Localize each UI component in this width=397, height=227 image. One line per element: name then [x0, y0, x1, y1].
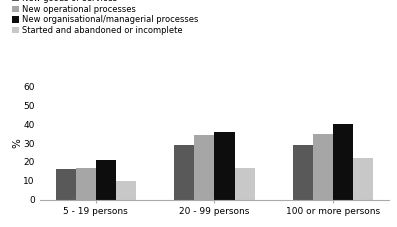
Y-axis label: %: % — [12, 138, 22, 148]
Legend: New goods or services, New operational processes, New organisational/managerial : New goods or services, New operational p… — [12, 0, 199, 35]
Bar — [96, 160, 116, 200]
Bar — [293, 145, 313, 200]
Bar — [235, 168, 254, 200]
Bar — [116, 181, 136, 200]
Bar — [174, 145, 194, 200]
Bar — [56, 170, 76, 200]
Bar — [313, 133, 333, 200]
Bar — [353, 158, 373, 200]
Bar — [76, 168, 96, 200]
Bar — [214, 132, 235, 200]
Bar — [194, 136, 214, 200]
Bar — [333, 124, 353, 200]
